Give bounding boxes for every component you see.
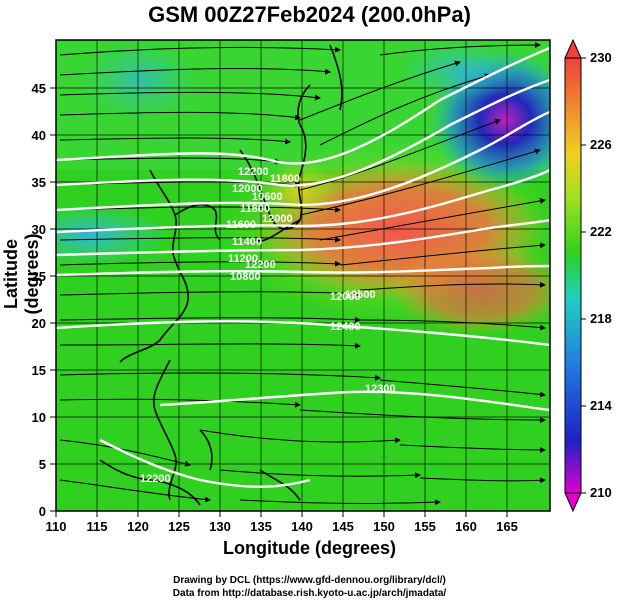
colorbar-tick-label: 226 (590, 137, 612, 152)
x-tick-label: 160 (455, 519, 477, 534)
contour-labels: 12200 12000 11800 11600 11400 11200 1080… (140, 166, 396, 485)
y-tick-label: 15 (32, 363, 46, 378)
credit-data-source: Data from http://database.rish.kyoto-u.a… (172, 588, 447, 599)
contour-label: 12000 (330, 291, 361, 303)
coastlines (99, 44, 343, 506)
colorbar-tick-label: 218 (590, 311, 612, 326)
contour-label: 12200 (245, 259, 276, 271)
colorbar-tick-label: 210 (590, 485, 612, 500)
contour-label: 10800 (230, 271, 261, 283)
contour-label: 11200 (228, 253, 258, 265)
x-tick-label: 155 (414, 519, 436, 534)
colorbar-lower-arrow (564, 492, 582, 513)
colorbar: 210 214 218 222 226 230 (564, 38, 612, 513)
height-contours (56, 46, 550, 488)
y-tick-label: 5 (39, 457, 46, 472)
credit-drawing: Drawing by DCL (https://www.gfd-dennou.o… (173, 575, 446, 586)
contour-label: 12000 (262, 213, 293, 225)
x-axis-label: Longitude (degrees) (222, 538, 396, 558)
x-tick-label: 150 (373, 519, 395, 534)
cyan-band-west (56, 205, 170, 265)
y-axis-label: Latitude (degrees) (1, 233, 42, 315)
colorbar-tick-label: 214 (590, 398, 612, 413)
y-tick-label: 25 (32, 269, 46, 284)
y-tick-label: 40 (32, 128, 46, 143)
colorbar-tick-label: 222 (590, 224, 612, 239)
y-tick-label: 20 (32, 316, 46, 331)
y-tick-label: 0 (39, 504, 46, 519)
cyan-band-north (80, 40, 200, 120)
x-tick-label: 125 (168, 519, 190, 534)
x-tick-label: 110 (46, 519, 67, 534)
x-tick-label: 120 (127, 519, 149, 534)
map-plot-area: 12200 12000 11800 11600 11400 11200 1080… (56, 40, 550, 511)
x-tick-label: 140 (291, 519, 313, 534)
page-title: GSM 00Z27Feb2024 (200.0hPa) (148, 2, 471, 27)
contour-label: 11800 (270, 173, 300, 185)
x-tick-label: 165 (496, 519, 518, 534)
contour-label: 12400 (330, 321, 361, 333)
contour-label: 12200 (140, 473, 171, 485)
x-tick-label: 145 (332, 519, 354, 534)
y-tick-label: 10 (32, 410, 46, 425)
y-tick-label: 30 (32, 222, 46, 237)
contour-label: 11600 (226, 219, 256, 231)
y-tick-label: 35 (32, 175, 46, 190)
contour-label: 12200 (238, 166, 269, 178)
y-tick-label: 45 (32, 81, 46, 96)
contour-label: 12300 (365, 383, 396, 395)
contour-label: 12500 (345, 289, 376, 301)
x-axis-ticks: 110 115 120 125 130 135 140 145 150 155 … (46, 511, 518, 534)
colorbar-upper-arrow (564, 38, 582, 59)
contour-label: 10600 (252, 191, 283, 203)
y-axis-ticks: 0 5 10 15 20 25 30 35 40 45 (32, 81, 56, 519)
contour-label: 12000 (232, 183, 263, 195)
x-tick-label: 115 (87, 519, 108, 534)
colorbar-tick-label: 230 (590, 50, 612, 65)
contour-label: 11400 (232, 236, 262, 248)
x-tick-label: 130 (209, 519, 231, 534)
contour-label: 11800 (240, 203, 270, 215)
x-tick-label: 135 (250, 519, 272, 534)
